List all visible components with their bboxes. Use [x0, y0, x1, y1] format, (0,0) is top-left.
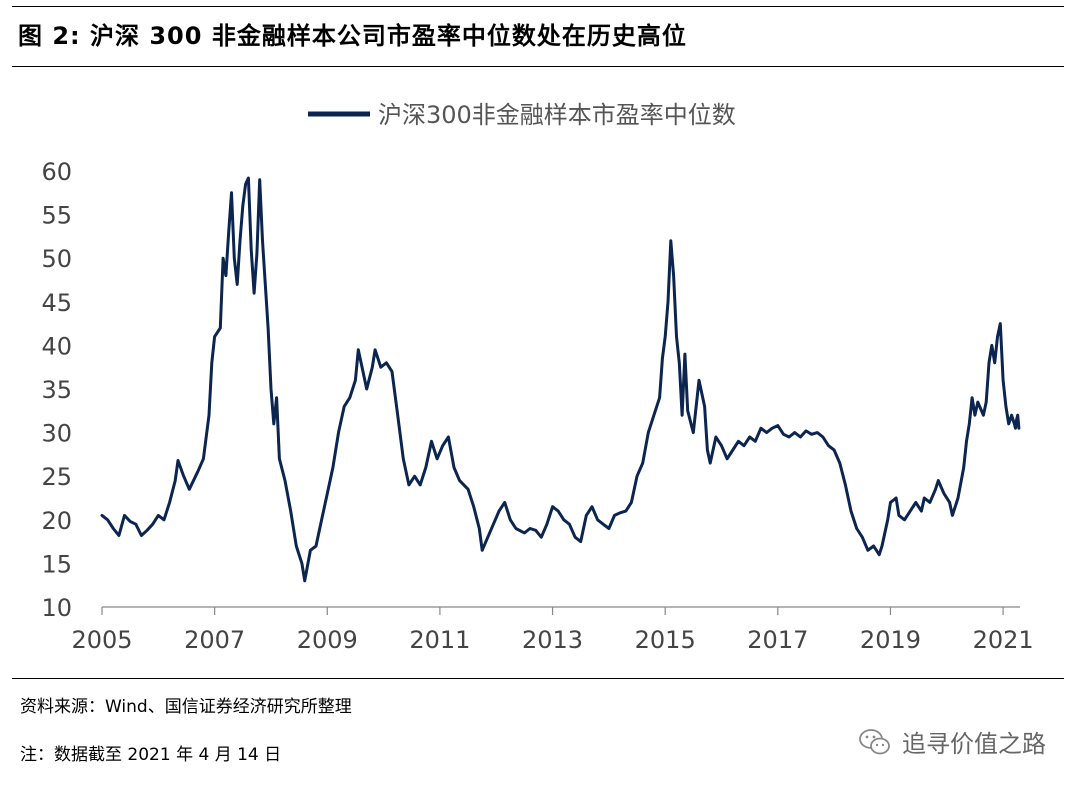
- x-tick-label: 2013: [522, 626, 583, 654]
- y-tick-label: 30: [41, 420, 72, 448]
- y-tick-label: 40: [41, 332, 72, 360]
- watermark: 追寻价值之路: [858, 724, 1046, 759]
- date-note: 注：数据截至 2021 年 4 月 14 日: [20, 745, 282, 765]
- x-tick-label: 2007: [184, 626, 245, 654]
- top-rule: [12, 6, 1064, 7]
- y-axis: 10 15 20 25 30 35 40 45 50 55 60: [41, 158, 72, 622]
- x-axis: 2005 2007 2009 2011 2013 2015 2017 2019 2021: [71, 606, 1034, 654]
- y-tick-label: 25: [41, 463, 72, 491]
- x-tick-label: 2005: [71, 626, 132, 654]
- y-tick-label: 60: [41, 158, 72, 186]
- source-note: 资料来源：Wind、国信证券经济研究所整理: [20, 697, 352, 717]
- legend: 沪深300非金融样本市盈率中位数: [308, 101, 736, 129]
- bottom-rule: [12, 678, 1064, 679]
- y-tick-label: 15: [41, 550, 72, 578]
- title-rule: [12, 66, 1064, 67]
- y-tick-label: 45: [41, 289, 72, 317]
- wechat-icon: [859, 728, 890, 754]
- x-tick-label: 2015: [635, 626, 696, 654]
- legend-label: 沪深300非金融样本市盈率中位数: [378, 101, 736, 129]
- x-tick-label: 2017: [747, 626, 808, 654]
- watermark-text: 追寻价值之路: [902, 730, 1046, 758]
- x-tick-label: 2011: [409, 626, 470, 654]
- x-tick-label: 2019: [860, 626, 921, 654]
- figure-title: 图 2: 沪深 300 非金融样本公司市盈率中位数处在历史高位: [18, 22, 687, 50]
- y-tick-label: 20: [41, 507, 72, 535]
- y-tick-label: 10: [41, 594, 72, 622]
- y-tick-label: 35: [41, 376, 72, 404]
- chart: 沪深300非金融样本市盈率中位数 1015202530354045505560 …: [41, 101, 1034, 654]
- series-line: [100, 176, 1021, 583]
- y-tick-label: 55: [41, 202, 72, 230]
- x-tick-label: 2021: [973, 626, 1034, 654]
- x-tick-label: 2009: [297, 626, 358, 654]
- y-tick-label: 50: [41, 245, 72, 273]
